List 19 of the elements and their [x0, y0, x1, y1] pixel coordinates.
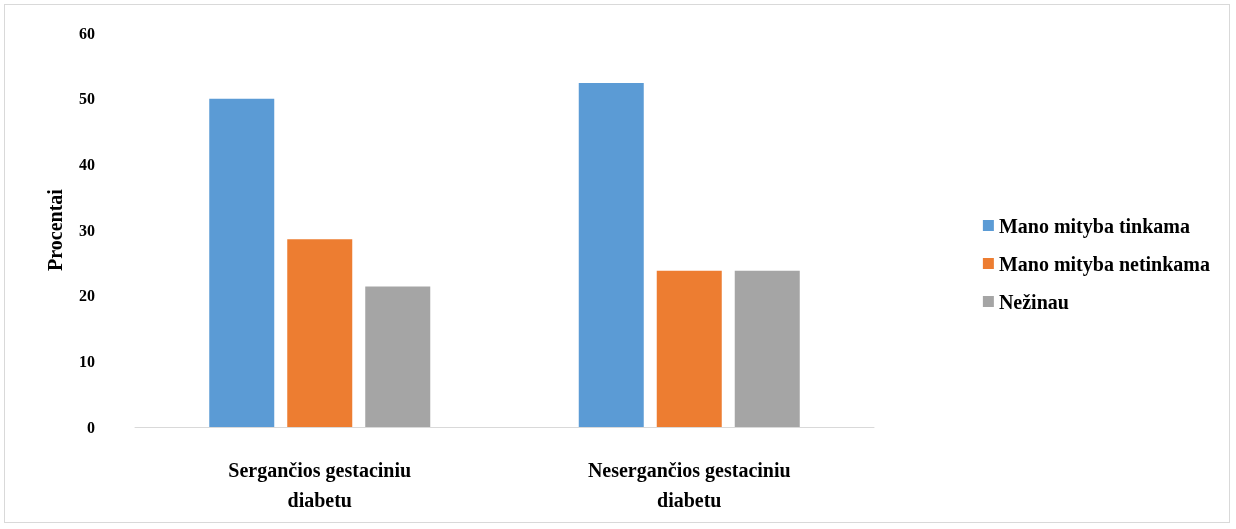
- bar: [578, 82, 644, 427]
- bar: [365, 286, 431, 427]
- y-tick-label: 40: [79, 155, 95, 173]
- y-tick-label: 0: [87, 418, 95, 436]
- y-tick-label: 30: [79, 221, 95, 239]
- legend-label: Mano mityba tinkama: [998, 214, 1190, 238]
- y-axis-title: Procentai: [44, 188, 66, 271]
- bar: [734, 270, 800, 427]
- x-tick-label: Sergančios gestaciniu diabetu: [228, 459, 412, 511]
- legend-label: Nežinau: [998, 290, 1069, 313]
- y-tick-label: 10: [79, 352, 95, 370]
- bar: [656, 270, 722, 427]
- bar: [287, 239, 353, 427]
- bar: [209, 98, 275, 427]
- legend-label: Mano mityba netinkama: [998, 252, 1210, 276]
- x-tick-label: Nesergančios gestaciniu diabetu: [587, 459, 791, 511]
- y-tick-label: 60: [79, 24, 95, 42]
- y-tick-label: 20: [79, 287, 95, 305]
- y-tick-label: 50: [79, 90, 95, 108]
